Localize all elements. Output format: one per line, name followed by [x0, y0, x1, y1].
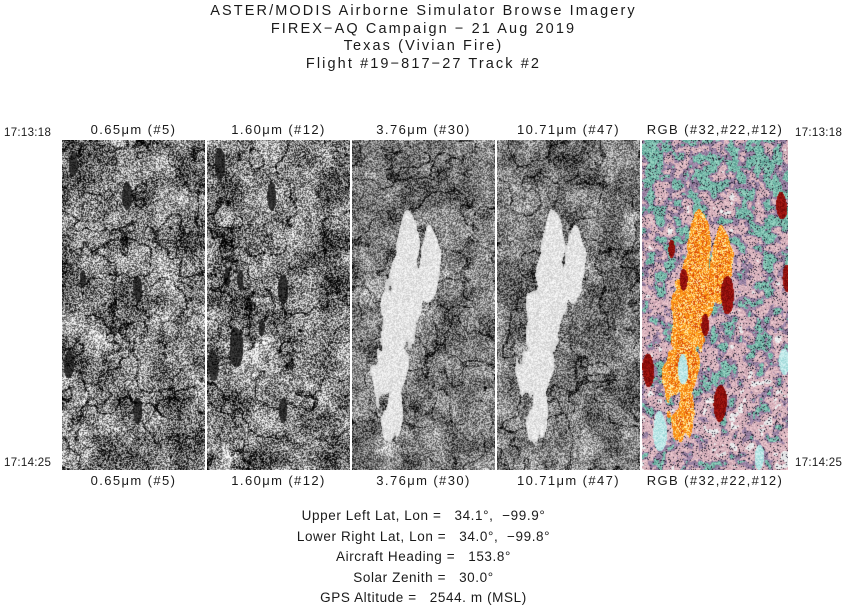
band-image-10-71um: [497, 140, 640, 470]
start-timestamp-left: 17:13:18: [4, 127, 52, 139]
band-label-bottom-0-65um: 0.65μm (#5): [90, 473, 177, 488]
metadata-row-lower-right: Lower Right Lat, Lon = 34.0°, −99.8°: [0, 528, 847, 544]
end-timestamp-left: 17:14:25: [4, 457, 52, 469]
metadata-value: 34.1°, −99.9°: [454, 508, 546, 523]
band-label-top-0-65um: 0.65μm (#5): [90, 122, 177, 137]
metadata-label: GPS Altitude =: [320, 590, 417, 606]
metadata-value: 153.8°: [468, 549, 512, 565]
metadata-value: 34.0°, −99.8°: [459, 528, 551, 544]
panel-rgb: [642, 140, 788, 470]
band-label-top-10-71um: 10.71μm (#47): [516, 122, 620, 137]
rgb-composite-image: [642, 140, 788, 470]
band-image-1-60um: [207, 140, 350, 470]
metadata-value: 30.0°: [459, 569, 494, 585]
band-label-bottom-rgb: RGB (#32,#22,#12): [646, 473, 784, 488]
metadata-row-gps-altitude: GPS Altitude = 2544. m (MSL): [0, 591, 847, 605]
panel-1-60um: [207, 140, 350, 470]
metadata-block: Upper Left Lat, Lon = 34.1°, −99.9° Lowe…: [0, 509, 847, 612]
flight-subtitle: Flight #19−817−27 Track #2: [305, 55, 542, 72]
panel-10-71um: [497, 140, 640, 470]
band-label-top-1-60um: 1.60μm (#12): [231, 122, 326, 137]
end-timestamp-right: 17:14:25: [795, 457, 843, 469]
metadata-value: 2544. m (MSL): [429, 590, 527, 606]
panel-3-76um: [352, 140, 495, 470]
location-subtitle: Texas (Vivian Fire): [343, 38, 504, 54]
band-label-bottom-10-71um: 10.71μm (#47): [516, 473, 620, 488]
band-image-0-65um: [62, 140, 205, 470]
band-label-bottom-1-60um: 1.60μm (#12): [231, 473, 326, 488]
metadata-label: Lower Right Lat, Lon =: [296, 528, 447, 544]
start-timestamp-right: 17:13:18: [795, 127, 843, 139]
panel-0-65um: [62, 140, 205, 470]
metadata-label: Solar Zenith =: [353, 569, 447, 585]
metadata-label: Aircraft Heading =: [335, 549, 456, 565]
title-block: ASTER/MODIS Airborne Simulator Browse Im…: [0, 3, 847, 73]
metadata-row-upper-left: Upper Left Lat, Lon = 34.1°, −99.9°: [0, 509, 847, 523]
metadata-row-heading: Aircraft Heading = 153.8°: [0, 550, 847, 564]
campaign-subtitle: FIREX−AQ Campaign − 21 Aug 2019: [270, 20, 577, 37]
band-image-3-76um: [352, 140, 495, 470]
metadata-row-solar-zenith: Solar Zenith = 30.0°: [0, 571, 847, 585]
metadata-label: Upper Left Lat, Lon =: [301, 508, 442, 523]
page-title: ASTER/MODIS Airborne Simulator Browse Im…: [210, 3, 637, 19]
band-label-bottom-3-76um: 3.76μm (#30): [376, 473, 471, 488]
band-label-top-rgb: RGB (#32,#22,#12): [646, 122, 784, 137]
band-label-top-3-76um: 3.76μm (#30): [376, 122, 471, 137]
